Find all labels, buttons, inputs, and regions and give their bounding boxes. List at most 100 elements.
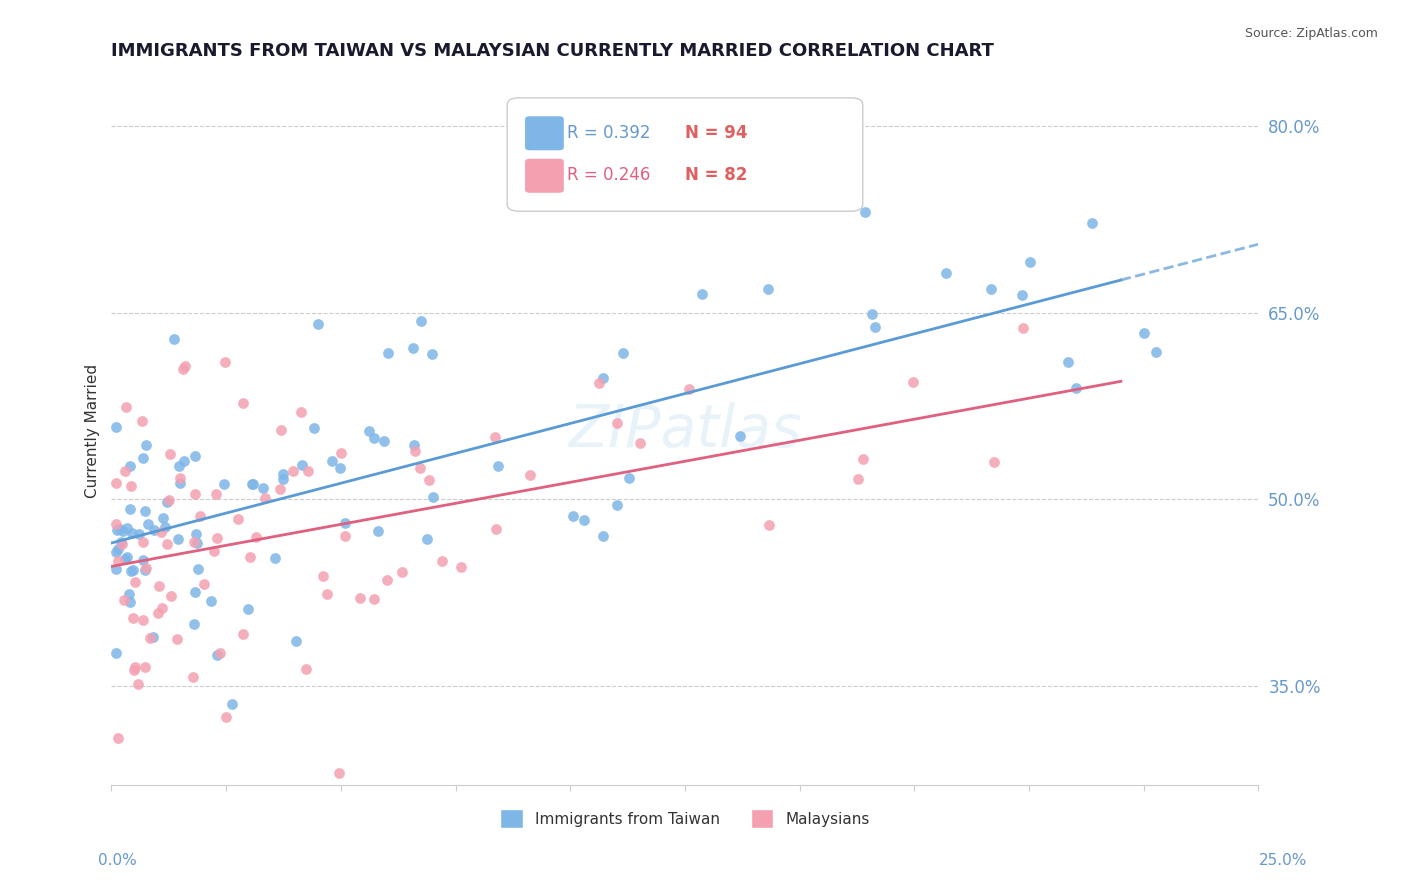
Point xyxy=(107,554,129,568)
Point xyxy=(375,573,398,587)
Point xyxy=(107,541,129,556)
Point xyxy=(121,525,143,540)
Point xyxy=(619,471,641,485)
Point xyxy=(245,530,267,544)
Point xyxy=(120,594,142,608)
Point xyxy=(156,537,179,551)
Point xyxy=(328,765,350,780)
Point xyxy=(131,414,153,428)
Point xyxy=(105,516,128,531)
Point xyxy=(239,550,262,565)
Point xyxy=(134,563,156,577)
Point xyxy=(183,670,205,684)
Point xyxy=(628,436,651,450)
Point xyxy=(105,646,128,660)
Point xyxy=(860,307,883,321)
FancyBboxPatch shape xyxy=(524,116,564,151)
Point xyxy=(242,476,264,491)
Point xyxy=(105,544,128,558)
Point xyxy=(142,630,165,644)
Point xyxy=(120,479,142,493)
Point xyxy=(335,529,357,543)
Y-axis label: Currently Married: Currently Married xyxy=(86,364,100,498)
Point xyxy=(169,471,191,485)
Point xyxy=(391,565,413,579)
Point xyxy=(120,564,142,578)
Point xyxy=(115,521,138,535)
Point xyxy=(264,551,287,566)
Point xyxy=(416,533,439,547)
Point xyxy=(134,660,156,674)
Point xyxy=(252,481,274,495)
Point xyxy=(205,487,228,501)
Point xyxy=(114,552,136,566)
Point xyxy=(166,533,188,547)
Point xyxy=(329,460,352,475)
Point xyxy=(232,627,254,641)
Point xyxy=(373,434,395,448)
Text: N = 94: N = 94 xyxy=(685,124,748,142)
Point xyxy=(1064,381,1087,395)
Point xyxy=(231,396,253,410)
Point xyxy=(205,648,228,663)
Point xyxy=(612,346,634,360)
Point xyxy=(377,346,399,360)
FancyBboxPatch shape xyxy=(508,98,863,211)
Point xyxy=(150,601,173,615)
Text: ZIPatlas: ZIPatlas xyxy=(568,402,801,459)
Point xyxy=(226,512,249,526)
Point xyxy=(214,476,236,491)
Point xyxy=(183,616,205,631)
Point xyxy=(105,420,128,434)
Point xyxy=(166,632,188,647)
Point xyxy=(357,424,380,438)
Point xyxy=(678,382,700,396)
Point xyxy=(152,511,174,525)
Point xyxy=(128,527,150,541)
Point xyxy=(486,459,509,474)
Point xyxy=(1012,320,1035,334)
Point xyxy=(184,584,207,599)
Point xyxy=(202,543,225,558)
Point xyxy=(312,569,335,583)
Text: IMMIGRANTS FROM TAIWAN VS MALAYSIAN CURRENTLY MARRIED CORRELATION CHART: IMMIGRANTS FROM TAIWAN VS MALAYSIAN CURR… xyxy=(111,42,994,60)
Point xyxy=(321,454,343,468)
Point xyxy=(404,443,426,458)
Text: N = 82: N = 82 xyxy=(685,166,748,184)
Point xyxy=(562,509,585,524)
Point xyxy=(118,458,141,473)
Point xyxy=(110,534,132,549)
Point xyxy=(214,355,236,369)
Point xyxy=(200,594,222,608)
Point xyxy=(756,282,779,296)
Point xyxy=(418,473,440,487)
Point xyxy=(572,513,595,527)
Point xyxy=(205,532,228,546)
Point xyxy=(291,458,314,473)
Point xyxy=(1011,288,1033,302)
Point xyxy=(846,472,869,486)
Point xyxy=(270,423,292,437)
Point xyxy=(193,577,215,591)
Point xyxy=(114,464,136,478)
Point xyxy=(149,524,172,539)
Point xyxy=(112,524,135,538)
Point xyxy=(117,587,139,601)
Point xyxy=(124,660,146,674)
Point xyxy=(1018,254,1040,268)
Point xyxy=(285,633,308,648)
Point xyxy=(606,417,628,431)
Point xyxy=(588,376,610,390)
Point xyxy=(111,537,134,551)
Legend: Immigrants from Taiwan, Malaysians: Immigrants from Taiwan, Malaysians xyxy=(494,804,876,834)
Point xyxy=(122,563,145,577)
Point xyxy=(148,578,170,592)
Point xyxy=(105,561,128,575)
Point xyxy=(409,314,432,328)
Point xyxy=(363,431,385,445)
Point xyxy=(422,490,444,504)
Point xyxy=(215,710,238,724)
Point xyxy=(135,561,157,575)
Point xyxy=(157,493,180,508)
Point xyxy=(132,451,155,466)
